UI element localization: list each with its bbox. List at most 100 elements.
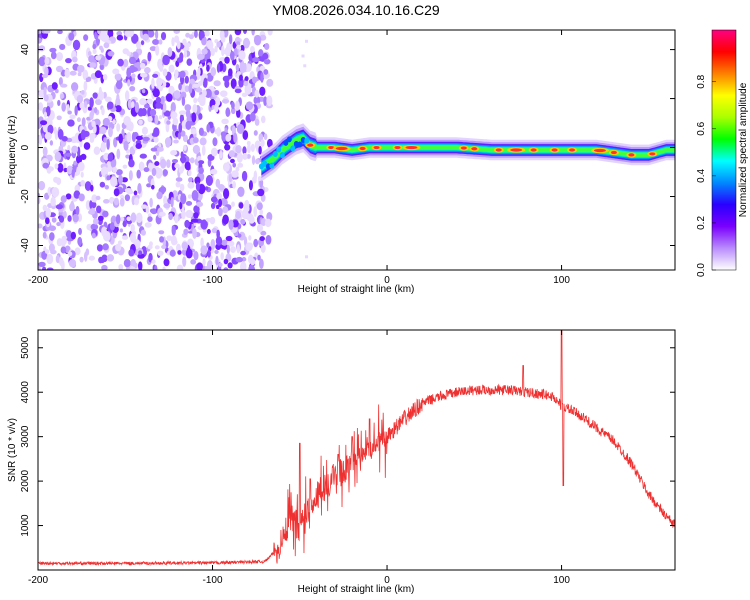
heatmap-noise-cell <box>47 124 54 135</box>
heatmap-noise-cell <box>182 38 187 46</box>
heatmap-noise-cell <box>38 56 46 67</box>
heatmap-noise-cell <box>165 93 173 102</box>
plot1-frame <box>37 29 676 271</box>
heatmap-noise-cell <box>265 234 272 245</box>
heatmap-noise-cell <box>160 31 167 41</box>
heatmap-noise-cell <box>141 204 148 209</box>
heatmap-noise-cell <box>198 167 204 174</box>
heatmap-noise-cell <box>173 30 180 34</box>
heatmap-noise-cell <box>103 199 110 204</box>
heatmap-noise-cell <box>184 104 192 112</box>
heatmap-noise-cell <box>266 95 273 107</box>
heatmap-noise-cell <box>152 88 160 98</box>
heatmap-noise-cell <box>58 215 65 223</box>
heatmap-noise-cell <box>249 258 256 266</box>
heatmap-noise-cell <box>92 48 97 54</box>
heatmap-noise-cell <box>266 138 273 148</box>
heatmap-noise-cell <box>68 258 77 268</box>
heatmap-noise-cell <box>200 245 208 255</box>
heatmap-noise-cell <box>122 164 128 169</box>
plot2-yticks: 1000 2000 3000 4000 5000 <box>20 336 675 537</box>
heatmap-noise-cell <box>174 212 179 222</box>
heatmap-noise-cell <box>131 67 138 72</box>
heatmap-noise-cell <box>248 242 254 249</box>
heatmap-noise-cell <box>131 33 139 44</box>
heatmap-noise-cell <box>168 212 173 221</box>
heatmap-noise-cell <box>137 261 143 270</box>
heatmap-noise-cell <box>141 108 147 117</box>
heatmap-noise-cell <box>185 120 192 130</box>
heatmap-noise-cell <box>228 219 234 230</box>
heatmap-noise-cell <box>57 129 64 140</box>
heatmap-noise-cell <box>115 214 121 225</box>
heatmap-noise-cell <box>249 112 256 122</box>
heatmap-noise-cell <box>69 202 75 212</box>
heatmap-noise-cell <box>196 262 203 270</box>
heatmap-noise-cell <box>183 228 189 235</box>
heatmap-noise-cell <box>79 256 84 263</box>
heatmap-noise-cell <box>128 170 133 181</box>
heatmap-noise-cell <box>44 66 49 77</box>
heatmap-noise-cell <box>254 118 260 126</box>
heatmap-noise-cell <box>207 249 211 258</box>
heatmap-noise-cell <box>67 119 75 127</box>
heatmap-noise-cell <box>123 140 129 151</box>
colorbar-label: Normalized spectral amplitude <box>738 82 749 217</box>
heatmap-noise-cell <box>122 220 127 228</box>
heatmap-noise-cell <box>51 82 58 90</box>
heatmap-noise-cell <box>85 248 90 256</box>
heatmap-noise-cell <box>264 218 272 228</box>
heatmap-noise-cell <box>98 86 103 97</box>
heatmap-noise-cell <box>102 73 108 81</box>
heatmap-noise-cell <box>152 73 159 78</box>
heatmap-noise-cell <box>172 117 179 126</box>
heatmap-noise-cell <box>102 243 109 251</box>
heatmap-noise-cell <box>80 179 86 187</box>
heatmap-noise-cell <box>225 133 232 142</box>
heatmap-noise-cell <box>61 135 68 142</box>
heatmap-noise-cell <box>161 244 167 250</box>
plot2-xtick-label: 0 <box>384 575 390 586</box>
heatmap-noise-cell <box>190 259 197 265</box>
heatmap-noise-cell <box>38 134 43 146</box>
heatmap-noise-cell <box>55 65 64 73</box>
heatmap-noise-cell <box>46 267 54 270</box>
heatmap-noise-cell <box>61 235 68 246</box>
heatmap-noise-cell <box>126 189 134 195</box>
heatmap-noise-cell <box>136 41 142 50</box>
heatmap-turbulent-blob <box>272 151 278 158</box>
plot2-ytick-label: 5000 <box>20 336 31 359</box>
heatmap-noise-cell <box>42 162 50 169</box>
heatmap-noise-cell <box>60 93 65 99</box>
heatmap-noise-cell <box>253 206 258 218</box>
heatmap-noise-cell <box>71 168 75 178</box>
heatmap-noise-cell <box>223 267 229 270</box>
heatmap-noise-cell <box>173 139 179 144</box>
heatmap-noise-cell <box>179 70 186 78</box>
heatmap-noise-cell <box>118 174 123 185</box>
heatmap-noise-cell <box>82 69 89 81</box>
heatmap-noise-cell <box>235 144 242 154</box>
plot2-xtick-label: -200 <box>28 575 48 586</box>
heatmap-noise-cell <box>215 236 223 246</box>
heatmap-noise-cell <box>191 189 199 201</box>
heatmap-noise-cell <box>158 211 166 217</box>
heatmap-noise-cell <box>224 79 230 88</box>
heatmap-peak-blob <box>510 148 523 152</box>
heatmap-noise-cell <box>260 230 267 236</box>
heatmap-noise-cell <box>101 107 105 116</box>
heatmap-noise-cell <box>66 103 70 112</box>
heatmap-noise-cell <box>108 127 113 138</box>
heatmap-noise-cell <box>89 111 94 121</box>
heatmap-noise-cell <box>176 57 184 63</box>
heatmap-turbulent-blob <box>279 152 285 159</box>
heatmap-noise-cell <box>158 115 163 120</box>
heatmap-noise-cell <box>179 156 187 163</box>
heatmap-noise-cell <box>216 192 223 200</box>
heatmap-noise-cell <box>170 150 178 156</box>
heatmap-noise-cell <box>213 80 221 87</box>
heatmap-noise-cell <box>116 123 121 132</box>
heatmap-noise-cell <box>149 197 153 208</box>
plot2-xlabel: Height of straight line (km) <box>298 584 415 595</box>
